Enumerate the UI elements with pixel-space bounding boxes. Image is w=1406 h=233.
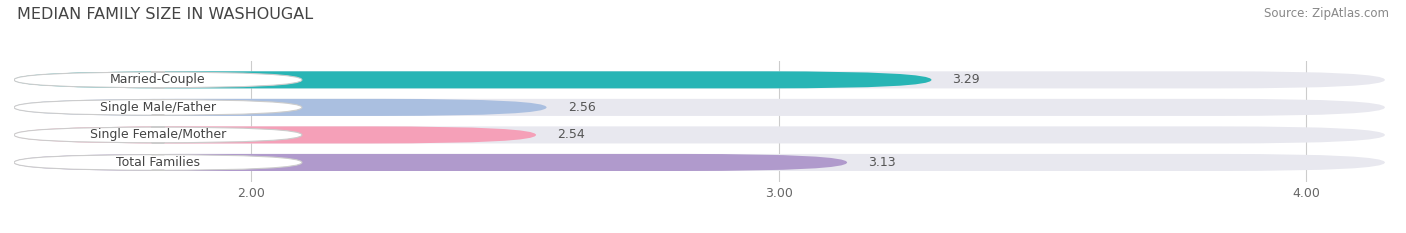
FancyBboxPatch shape xyxy=(14,126,1385,144)
FancyBboxPatch shape xyxy=(14,71,1385,88)
FancyBboxPatch shape xyxy=(14,154,1385,171)
Text: 2.54: 2.54 xyxy=(557,128,585,141)
Text: Single Male/Father: Single Male/Father xyxy=(100,101,217,114)
Text: 3.29: 3.29 xyxy=(952,73,980,86)
Text: Married-Couple: Married-Couple xyxy=(110,73,205,86)
Text: Single Female/Mother: Single Female/Mother xyxy=(90,128,226,141)
FancyBboxPatch shape xyxy=(14,127,302,143)
FancyBboxPatch shape xyxy=(14,72,302,88)
Text: MEDIAN FAMILY SIZE IN WASHOUGAL: MEDIAN FAMILY SIZE IN WASHOUGAL xyxy=(17,7,314,22)
FancyBboxPatch shape xyxy=(14,155,302,170)
Text: 3.13: 3.13 xyxy=(868,156,896,169)
FancyBboxPatch shape xyxy=(14,71,931,88)
FancyBboxPatch shape xyxy=(14,154,846,171)
FancyBboxPatch shape xyxy=(14,99,547,116)
FancyBboxPatch shape xyxy=(14,99,1385,116)
FancyBboxPatch shape xyxy=(14,99,302,115)
Text: Source: ZipAtlas.com: Source: ZipAtlas.com xyxy=(1264,7,1389,20)
Text: 2.56: 2.56 xyxy=(568,101,595,114)
Text: Total Families: Total Families xyxy=(117,156,200,169)
FancyBboxPatch shape xyxy=(14,126,536,144)
